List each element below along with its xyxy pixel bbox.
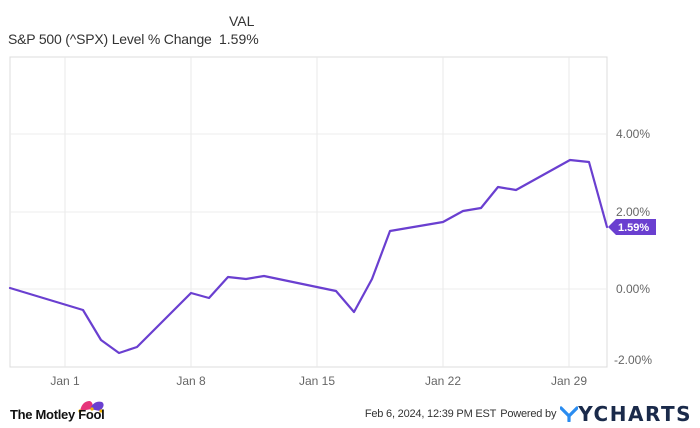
legend-series-value: 1.59% — [219, 31, 259, 47]
y-tick-neg2: -2.00% — [614, 353, 652, 367]
footer-attribution: Feb 6, 2024, 12:39 PM EST Powered by YCH… — [365, 402, 692, 426]
ycharts-logo: YCHARTS — [560, 402, 692, 426]
motley-fool-wordmark: The Motley Fool — [10, 407, 105, 422]
x-tick-jan15: Jan 15 — [299, 374, 335, 388]
legend-val-header: VAL — [229, 13, 255, 29]
series-line — [8, 158, 609, 355]
ycharts-wordmark: YCHARTS — [578, 402, 692, 426]
end-value-flag: 1.59% — [608, 219, 656, 235]
timestamp: Feb 6, 2024, 12:39 PM EST — [364, 408, 497, 420]
powered-by-text: Powered by — [500, 408, 557, 420]
jester-hat-icon — [78, 401, 104, 413]
y-tick-0: 0.00% — [616, 282, 650, 296]
x-tick-jan22: Jan 22 — [425, 374, 461, 388]
horizontal-gridlines — [10, 133, 607, 290]
x-tick-jan8: Jan 8 — [176, 374, 206, 388]
ycharts-y-icon — [560, 406, 579, 422]
y-tick-2: 2.00% — [616, 205, 650, 219]
x-tick-jan29: Jan 29 — [551, 374, 587, 388]
legend-series-name: S&P 500 (^SPX) Level % Change — [8, 31, 212, 47]
end-value-label: 1.59% — [618, 222, 649, 234]
chart-legend: VAL S&P 500 (^SPX) Level % Change 1.59% — [0, 0, 300, 50]
y-tick-4: 4.00% — [616, 127, 650, 141]
x-tick-jan1: Jan 1 — [50, 374, 80, 388]
